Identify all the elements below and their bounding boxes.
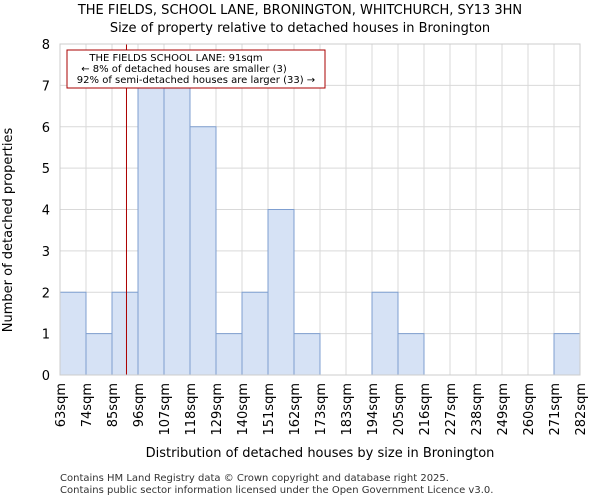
annotation-box bbox=[66, 49, 326, 89]
x-tick-label: 96sqm bbox=[132, 383, 147, 427]
bar bbox=[397, 333, 425, 376]
x-tick-label: 282sqm bbox=[574, 383, 589, 436]
x-tick-label: 151sqm bbox=[262, 383, 277, 436]
x-tick-label: 216sqm bbox=[418, 383, 433, 436]
bar bbox=[137, 84, 165, 376]
bar bbox=[163, 84, 191, 376]
bar bbox=[267, 209, 295, 376]
y-tick-label: 5 bbox=[42, 162, 50, 177]
x-tick-label: 74sqm bbox=[80, 383, 95, 427]
bar bbox=[59, 291, 87, 376]
y-tick-label: 1 bbox=[42, 328, 50, 343]
x-tick-label: 205sqm bbox=[392, 383, 407, 436]
bar bbox=[215, 333, 243, 376]
x-tick-label: 129sqm bbox=[210, 383, 225, 436]
plot-frame bbox=[59, 43, 581, 376]
x-axis-label: Distribution of detached houses by size … bbox=[146, 446, 495, 461]
bar bbox=[293, 333, 321, 376]
y-tick-label: 6 bbox=[42, 121, 50, 136]
y-tick-label: 7 bbox=[42, 79, 50, 94]
y-tick-label: 3 bbox=[42, 245, 50, 260]
y-axis-label: Number of detached properties bbox=[1, 128, 16, 333]
x-tick-label: 271sqm bbox=[548, 383, 563, 436]
bar bbox=[85, 333, 113, 376]
bar bbox=[241, 291, 269, 376]
footer-line-1: Contains HM Land Registry data © Crown c… bbox=[60, 473, 449, 484]
x-tick-label: 194sqm bbox=[366, 383, 381, 436]
x-tick-label: 227sqm bbox=[444, 383, 459, 436]
x-tick-label: 140sqm bbox=[236, 383, 251, 436]
y-tick-label: 8 bbox=[42, 38, 50, 53]
x-tick-label: 162sqm bbox=[288, 383, 303, 436]
y-ticks: 0 1 2 3 4 5 6 7 8 bbox=[42, 38, 50, 384]
chart-subtitle: Size of property relative to detached ho… bbox=[110, 21, 490, 36]
x-tick-label: 238sqm bbox=[470, 383, 485, 436]
x-tick-label: 107sqm bbox=[158, 383, 173, 436]
bars bbox=[59, 84, 581, 376]
annotation-line-1: THE FIELDS SCHOOL LANE: 91sqm bbox=[88, 53, 262, 64]
y-tick-label: 0 bbox=[42, 369, 50, 384]
bar bbox=[189, 126, 217, 376]
x-tick-label: 173sqm bbox=[314, 383, 329, 436]
footer-line-2: Contains public sector information licen… bbox=[60, 485, 493, 496]
y-tick-label: 2 bbox=[42, 286, 50, 301]
x-tick-label: 63sqm bbox=[54, 383, 69, 427]
x-tick-label: 85sqm bbox=[106, 383, 121, 427]
annotation-line-3: 92% of semi-detached houses are larger (… bbox=[77, 75, 315, 86]
x-tick-label: 249sqm bbox=[496, 383, 511, 436]
x-tick-label: 183sqm bbox=[340, 383, 355, 436]
bar bbox=[111, 291, 139, 376]
annotation-line-2: ← 8% of detached houses are smaller (3) bbox=[81, 64, 287, 75]
y-tick-label: 4 bbox=[42, 204, 50, 219]
chart-title: THE FIELDS, SCHOOL LANE, BRONINGTON, WHI… bbox=[77, 3, 522, 18]
x-tick-label: 260sqm bbox=[522, 383, 537, 436]
x-tick-label: 118sqm bbox=[184, 383, 199, 436]
x-ticks: 63sqm 74sqm 85sqm 96sqm 107sqm 118sqm 129sqm 14… bbox=[54, 383, 589, 436]
bar bbox=[553, 333, 581, 376]
bar bbox=[371, 291, 399, 376]
